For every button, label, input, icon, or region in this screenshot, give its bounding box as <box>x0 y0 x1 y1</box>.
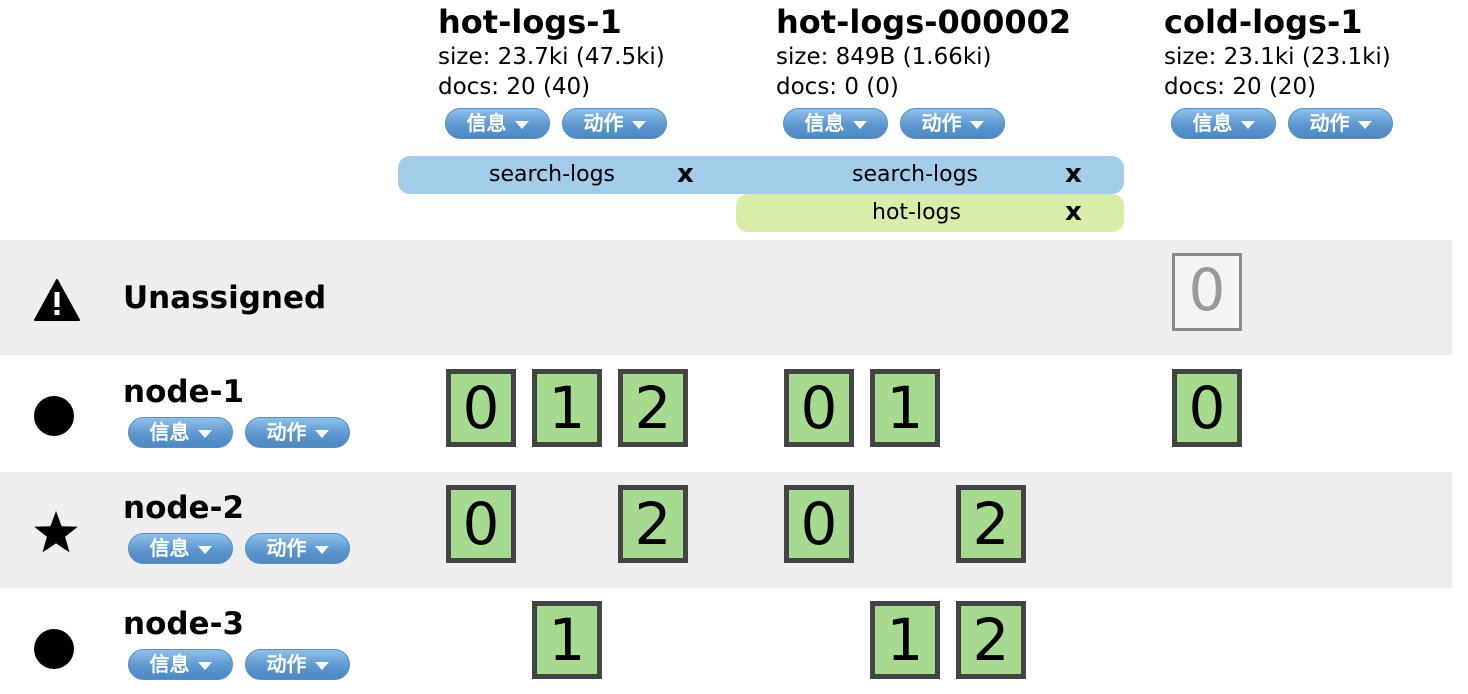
caret-down-icon <box>514 120 529 129</box>
shard[interactable]: 1 <box>532 369 602 447</box>
caret-down-icon <box>197 429 212 438</box>
index-buttons-hot-logs-1: 信息 动作 <box>445 108 667 139</box>
shard[interactable]: 1 <box>532 601 602 679</box>
caret-down-icon <box>314 545 329 554</box>
circle-icon <box>34 629 74 669</box>
info-button-label: 信息 <box>1192 111 1233 135</box>
index-action-button[interactable]: 动作 <box>1288 108 1393 139</box>
shard[interactable]: 0 <box>784 485 854 563</box>
shard[interactable]: 0 <box>446 485 516 563</box>
index-header-hot-logs-000002: hot-logs-000002 size: 849B (1.66ki) docs… <box>776 2 1071 102</box>
caret-down-icon <box>631 120 646 129</box>
action-button-label: 动作 <box>266 536 307 560</box>
shard[interactable]: 0 <box>1172 369 1242 447</box>
node-info-button[interactable]: 信息 <box>128 533 233 564</box>
index-buttons-hot-logs-000002: 信息 动作 <box>783 108 1005 139</box>
action-button-label: 动作 <box>266 420 307 444</box>
alias-remove-button[interactable]: x <box>677 159 694 189</box>
index-docs: docs: 20 (20) <box>1164 74 1317 100</box>
index-name: cold-logs-1 <box>1164 3 1363 41</box>
node-info-button[interactable]: 信息 <box>128 649 233 680</box>
alias-bar-hot-logs <box>736 194 1124 232</box>
node-action-button[interactable]: 动作 <box>245 533 350 564</box>
node-name: node-3 <box>123 606 245 642</box>
alias-remove-button[interactable]: x <box>1065 197 1082 227</box>
index-action-button[interactable]: 动作 <box>900 108 1005 139</box>
caret-down-icon <box>197 545 212 554</box>
action-button-label: 动作 <box>583 111 624 135</box>
alias-remove-button[interactable]: x <box>1065 159 1082 189</box>
index-header-cold-logs-1: cold-logs-1 size: 23.1ki (23.1ki) docs: … <box>1164 2 1391 102</box>
action-button-label: 动作 <box>266 652 307 676</box>
info-button-label: 信息 <box>149 420 190 444</box>
index-info-button[interactable]: 信息 <box>445 108 550 139</box>
index-size: size: 23.7ki (47.5ki) <box>438 44 665 70</box>
shard[interactable]: 1 <box>870 369 940 447</box>
info-button-label: 信息 <box>466 111 507 135</box>
caret-down-icon <box>314 429 329 438</box>
shard[interactable]: 0 <box>784 369 854 447</box>
shard[interactable]: 0 <box>1172 253 1242 331</box>
node-action-button[interactable]: 动作 <box>245 649 350 680</box>
caret-down-icon <box>197 661 212 670</box>
caret-down-icon <box>1240 120 1255 129</box>
node-action-button[interactable]: 动作 <box>245 417 350 448</box>
shard[interactable]: 2 <box>618 485 688 563</box>
node-buttons: 信息 动作 <box>128 417 350 448</box>
info-button-label: 信息 <box>149 536 190 560</box>
alias-bar-search-logs <box>398 156 1124 194</box>
node-buttons: 信息 动作 <box>128 649 350 680</box>
info-button-label: 信息 <box>149 652 190 676</box>
node-buttons: 信息 动作 <box>128 533 350 564</box>
star-icon <box>34 511 78 553</box>
shard[interactable]: 0 <box>446 369 516 447</box>
warning-icon <box>34 279 80 321</box>
caret-down-icon <box>1357 120 1372 129</box>
index-header-hot-logs-1: hot-logs-1 size: 23.7ki (47.5ki) docs: 2… <box>438 2 665 102</box>
action-button-label: 动作 <box>921 111 962 135</box>
shard[interactable]: 2 <box>618 369 688 447</box>
caret-down-icon <box>969 120 984 129</box>
shard[interactable]: 2 <box>956 485 1026 563</box>
alias-label: search-logs <box>852 162 979 187</box>
alias-label: search-logs <box>489 162 616 187</box>
caret-down-icon <box>314 661 329 670</box>
shard[interactable]: 1 <box>870 601 940 679</box>
action-button-label: 动作 <box>1309 111 1350 135</box>
index-docs: docs: 0 (0) <box>776 74 899 100</box>
index-action-button[interactable]: 动作 <box>562 108 667 139</box>
index-name: hot-logs-1 <box>438 3 622 41</box>
node-name: node-2 <box>123 490 245 526</box>
circle-icon <box>34 396 74 436</box>
alias-label: hot-logs <box>872 200 961 225</box>
index-info-button[interactable]: 信息 <box>783 108 888 139</box>
caret-down-icon <box>852 120 867 129</box>
index-docs: docs: 20 (40) <box>438 74 591 100</box>
row-node-3 <box>0 588 1452 694</box>
node-info-button[interactable]: 信息 <box>128 417 233 448</box>
index-size: size: 849B (1.66ki) <box>776 44 992 70</box>
index-size: size: 23.1ki (23.1ki) <box>1164 44 1391 70</box>
unassigned-label: Unassigned <box>123 280 327 316</box>
node-name: node-1 <box>123 374 245 410</box>
row-node-2 <box>0 472 1452 588</box>
shard[interactable]: 2 <box>956 601 1026 679</box>
index-name: hot-logs-000002 <box>776 3 1072 41</box>
index-buttons-cold-logs-1: 信息 动作 <box>1171 108 1393 139</box>
index-info-button[interactable]: 信息 <box>1171 108 1276 139</box>
info-button-label: 信息 <box>804 111 845 135</box>
